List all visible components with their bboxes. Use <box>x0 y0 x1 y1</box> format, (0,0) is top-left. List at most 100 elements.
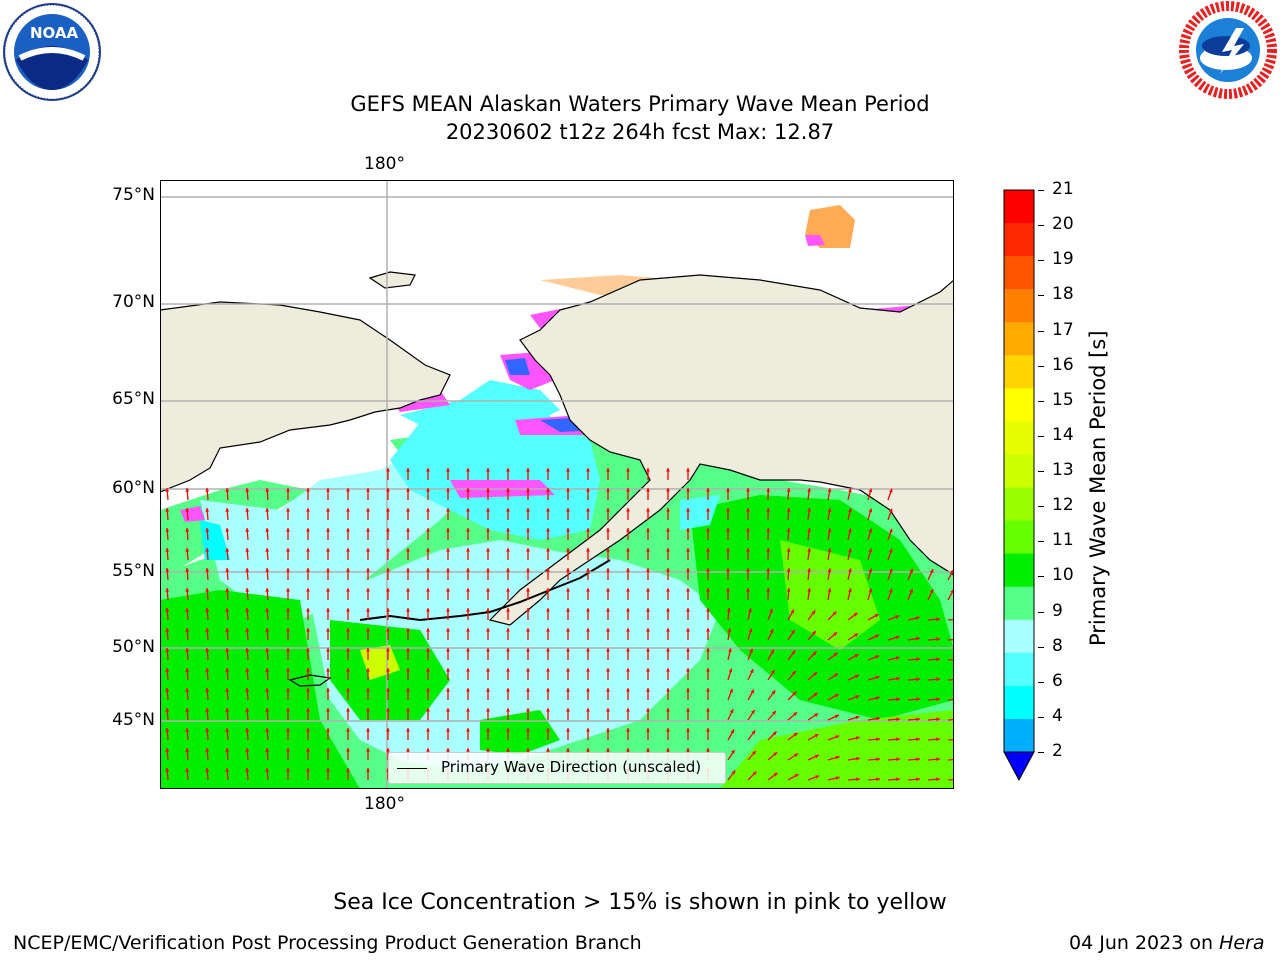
wave-arrow-head <box>729 688 733 693</box>
wave-arrow-head <box>185 528 190 532</box>
wave-arrow-head <box>746 488 750 492</box>
wave-arrow-head <box>265 588 270 592</box>
wave-arrow-head <box>626 468 630 472</box>
wave-arrow-head <box>406 568 410 572</box>
wave-arrow-head <box>526 468 530 472</box>
wave-arrow-head <box>486 608 490 612</box>
wave-arrow-head <box>446 728 450 732</box>
wave-arrow-head <box>526 588 530 592</box>
wave-arrow-head <box>346 568 350 572</box>
wave-arrow-head <box>773 772 778 777</box>
wave-arrow-head <box>848 588 852 593</box>
wave-arrow-head <box>896 676 900 681</box>
wave-arrow-head <box>346 768 350 772</box>
wave-arrow-head <box>245 608 250 612</box>
wave-arrow-head <box>646 608 650 612</box>
wave-arrow <box>947 758 954 761</box>
wave-arrow <box>947 718 954 721</box>
wave-arrow-head <box>876 777 880 782</box>
wave-arrow-head <box>786 548 791 552</box>
wave-arrow-head <box>812 651 817 656</box>
wave-arrow-head <box>326 628 330 632</box>
wave-arrow-head <box>936 697 940 702</box>
wave-arrow-head <box>366 688 370 692</box>
wave-arrow-head <box>546 668 550 672</box>
wave-arrow-head <box>586 688 590 692</box>
colorbar-tick-mark <box>1038 541 1044 543</box>
wave-arrow-head <box>366 548 370 552</box>
wave-arrow-head <box>896 737 900 742</box>
wave-arrow-head <box>526 708 530 712</box>
wave-arrow-head <box>306 608 310 612</box>
wave-arrow-head <box>546 748 550 752</box>
wave-arrow-head <box>875 696 880 700</box>
wave-arrow-head <box>835 755 840 760</box>
wave-arrow-head <box>326 528 330 532</box>
wave-arrow-head <box>586 648 590 652</box>
wave-arrow-head <box>626 568 630 572</box>
wave-arrow-head <box>606 468 610 472</box>
colorbar-band <box>1004 652 1034 687</box>
wave-arrow-head <box>586 728 590 732</box>
wave-arrow-head <box>606 568 610 572</box>
wave-arrow-head <box>245 768 250 772</box>
wave-arrow-head <box>889 548 893 553</box>
wave-arrow-head <box>185 628 190 632</box>
wave-arrow-head <box>546 708 550 712</box>
wave-arrow-head <box>526 548 530 552</box>
wave-arrow-head <box>916 777 920 782</box>
wave-arrow-head <box>896 777 900 782</box>
wave-arrow-head <box>386 648 390 652</box>
wave-arrow-head <box>286 748 290 752</box>
wave-arrow-head <box>813 692 818 697</box>
wave-arrow-head <box>815 775 820 779</box>
wave-arrow-head <box>526 608 530 612</box>
aleutian-islands <box>359 559 611 622</box>
wave-arrow-head <box>486 668 490 672</box>
wave-arrow-head <box>426 708 430 712</box>
wave-arrow-head <box>915 616 920 620</box>
colorbar-band <box>1004 190 1034 224</box>
wave-arrow-head <box>706 708 710 712</box>
wave-arrow-head <box>566 668 570 672</box>
wave-arrow-head <box>245 688 250 692</box>
wave-arrow-head <box>666 568 670 572</box>
wave-arrow-head <box>225 508 230 512</box>
wave-arrow-head <box>666 588 670 592</box>
wave-arrow-head <box>326 568 330 572</box>
wave-arrow-head <box>366 708 370 712</box>
wave-arrow-head <box>526 668 530 672</box>
wave-arrow-head <box>766 528 771 532</box>
wave-arrow-head <box>346 708 350 712</box>
wave-arrow-head <box>546 628 550 632</box>
wave-arrow-head <box>868 588 873 593</box>
wave-arrow-head <box>586 608 590 612</box>
wave-arrow-head <box>406 608 410 612</box>
wave-arrow-head <box>686 648 690 652</box>
colorbar-tick-mark <box>1038 681 1044 683</box>
wave-arrow-head <box>950 569 954 574</box>
wave-arrow-head <box>185 488 190 492</box>
wave-arrow-head <box>730 729 734 734</box>
wave-arrow-head <box>773 752 778 756</box>
wave-arrow-head <box>205 728 210 732</box>
wave-arrow-head <box>506 528 510 532</box>
wave-arrow-head <box>546 648 550 652</box>
wave-arrow-head <box>666 488 670 492</box>
wave-arrow-head <box>205 548 210 552</box>
wave-arrow-head <box>586 548 590 552</box>
wave-arrow-head <box>326 748 330 752</box>
wave-arrow-head <box>366 748 370 752</box>
wave-arrow-head <box>506 728 510 732</box>
lat-label-60: 60°N <box>112 478 155 498</box>
wave-arrow-head <box>751 730 756 735</box>
wave-arrow-head <box>506 608 510 612</box>
wave-arrow-head <box>835 735 840 739</box>
wave-arrow-head <box>792 691 797 696</box>
wave-arrow-head <box>833 632 838 636</box>
wave-arrow-head <box>165 508 170 512</box>
wave-arrow-head <box>386 508 390 512</box>
wave-arrow-head <box>306 528 310 532</box>
wave-arrow-head <box>486 548 490 552</box>
wave-arrow-head <box>586 508 590 512</box>
